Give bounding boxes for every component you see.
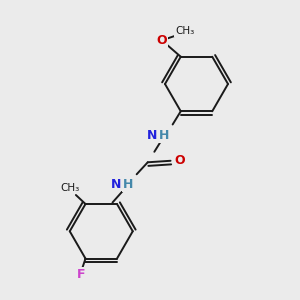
Text: CH₃: CH₃ (61, 183, 80, 194)
Text: CH₃: CH₃ (175, 26, 194, 36)
Text: O: O (157, 34, 167, 47)
Text: H: H (159, 129, 169, 142)
Text: F: F (77, 268, 85, 281)
Text: N: N (146, 129, 157, 142)
Text: N: N (110, 178, 121, 191)
Text: O: O (174, 154, 185, 167)
Text: H: H (123, 178, 134, 191)
